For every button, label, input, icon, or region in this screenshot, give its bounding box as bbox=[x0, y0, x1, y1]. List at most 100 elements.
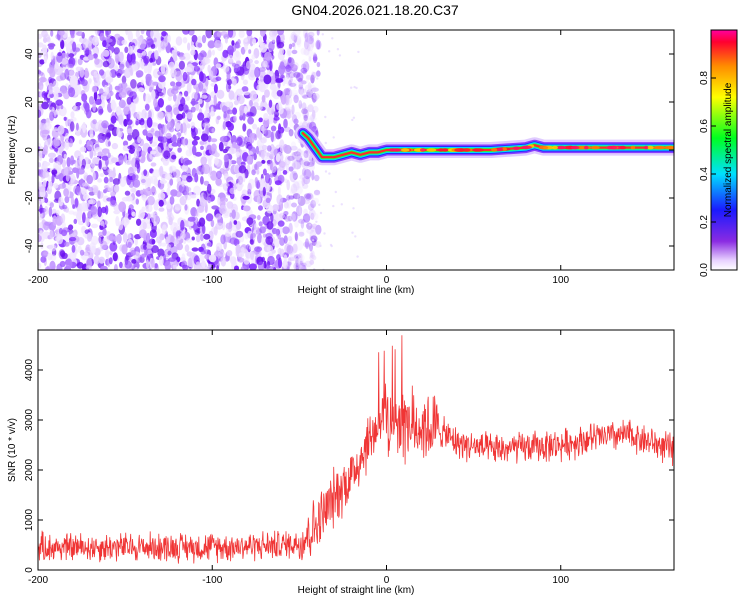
noise-speckle bbox=[41, 129, 50, 135]
noise-speckle bbox=[290, 152, 298, 162]
noise-speckle bbox=[181, 175, 188, 180]
noise-speckle bbox=[153, 37, 157, 43]
noise-speckle bbox=[244, 38, 249, 43]
noise-speckle bbox=[287, 60, 294, 71]
noise-speckle bbox=[297, 80, 304, 86]
noise-speckle bbox=[214, 39, 222, 49]
noise-speckle bbox=[256, 214, 261, 221]
noise-speckle bbox=[193, 185, 201, 196]
noise-speckle bbox=[308, 36, 314, 45]
noise-speckle bbox=[300, 219, 305, 229]
noise-speckle bbox=[175, 36, 183, 46]
noise-speckle bbox=[324, 115, 327, 119]
noise-speckle bbox=[156, 228, 161, 238]
noise-speckle bbox=[158, 207, 165, 212]
noise-speckle bbox=[298, 86, 305, 95]
colorbar-ticks: 0.0 0.2 0.4 0.6 0.8 bbox=[699, 71, 716, 277]
noise-speckle bbox=[99, 173, 105, 177]
noise-speckle bbox=[223, 154, 229, 163]
noise-speckle bbox=[256, 105, 263, 111]
noise-speckle bbox=[227, 78, 232, 86]
noise-speckle bbox=[264, 173, 271, 184]
noise-speckle bbox=[122, 232, 128, 243]
noise-speckle bbox=[129, 91, 137, 100]
noise-speckle bbox=[118, 99, 126, 109]
noise-speckle bbox=[97, 178, 103, 183]
noise-speckle bbox=[39, 71, 44, 76]
noise-speckle bbox=[85, 244, 91, 252]
noise-speckle bbox=[200, 156, 207, 166]
noise-speckle bbox=[290, 251, 296, 261]
noise-speckle bbox=[132, 63, 139, 72]
noise-speckle bbox=[38, 182, 43, 187]
noise-speckle bbox=[126, 128, 134, 134]
noise-speckle bbox=[167, 95, 172, 102]
noise-speckle bbox=[167, 250, 172, 256]
snr-x-ticks: -200 -100 0 100 bbox=[28, 330, 570, 586]
noise-speckle bbox=[75, 102, 82, 107]
noise-speckle bbox=[303, 161, 310, 167]
spectrogram-ridge bbox=[294, 125, 674, 166]
noise-speckle bbox=[105, 249, 110, 259]
noise-speckle bbox=[307, 115, 314, 121]
noise-speckle bbox=[215, 63, 222, 68]
noise-speckle bbox=[118, 220, 124, 231]
noise-speckle bbox=[107, 141, 111, 147]
spectrogram-y-label: Frequency (Hz) bbox=[7, 116, 18, 185]
noise-speckle bbox=[38, 222, 43, 230]
noise-speckle bbox=[213, 94, 217, 106]
noise-speckle bbox=[310, 87, 319, 92]
noise-speckle bbox=[113, 264, 118, 270]
noise-speckle bbox=[60, 105, 64, 110]
noise-speckle bbox=[306, 74, 312, 80]
noise-speckle bbox=[86, 232, 92, 242]
noise-speckle bbox=[67, 63, 74, 68]
noise-speckle bbox=[94, 99, 102, 105]
noise-speckle bbox=[268, 99, 273, 109]
noise-speckle bbox=[143, 188, 152, 196]
noise-speckle bbox=[270, 125, 277, 132]
noise-speckle bbox=[224, 37, 228, 44]
noise-speckle bbox=[303, 199, 311, 205]
noise-speckle bbox=[323, 232, 326, 235]
noise-speckle bbox=[181, 253, 186, 262]
noise-speckle bbox=[151, 245, 159, 254]
noise-speckle bbox=[117, 83, 123, 93]
noise-speckle bbox=[88, 198, 96, 205]
noise-speckle bbox=[69, 236, 77, 242]
noise-speckle bbox=[72, 41, 77, 53]
noise-speckle bbox=[260, 125, 264, 132]
noise-speckle bbox=[266, 221, 274, 230]
noise-speckle bbox=[125, 159, 132, 165]
noise-speckle bbox=[127, 145, 135, 150]
noise-speckle bbox=[316, 40, 321, 50]
noise-speckle bbox=[158, 75, 166, 83]
noise-speckle bbox=[170, 189, 178, 197]
snr-series bbox=[38, 335, 674, 564]
noise-speckle bbox=[218, 141, 224, 152]
noise-speckle bbox=[297, 150, 305, 158]
ridge-hotspot bbox=[474, 148, 484, 152]
noise-speckle bbox=[151, 89, 156, 101]
noise-speckle bbox=[163, 125, 167, 136]
x-tick-label: -200 bbox=[28, 275, 48, 286]
noise-speckle bbox=[64, 196, 70, 204]
noise-speckle bbox=[290, 89, 298, 97]
noise-speckle bbox=[144, 248, 148, 256]
noise-speckle bbox=[220, 234, 226, 245]
noise-speckle bbox=[66, 36, 75, 45]
noise-speckle bbox=[171, 142, 179, 147]
noise-speckle bbox=[157, 248, 165, 258]
noise-speckle bbox=[91, 85, 98, 93]
noise-speckle bbox=[49, 202, 54, 208]
noise-speckle bbox=[79, 249, 85, 256]
noise-speckle bbox=[138, 209, 145, 220]
noise-speckle bbox=[307, 49, 314, 58]
noise-speckle bbox=[310, 74, 315, 84]
noise-speckle bbox=[304, 39, 309, 50]
noise-speckle bbox=[266, 145, 272, 152]
noise-speckle bbox=[226, 250, 233, 257]
noise-speckle bbox=[134, 267, 138, 270]
noise-speckle bbox=[222, 120, 227, 130]
noise-speckle bbox=[276, 194, 283, 206]
